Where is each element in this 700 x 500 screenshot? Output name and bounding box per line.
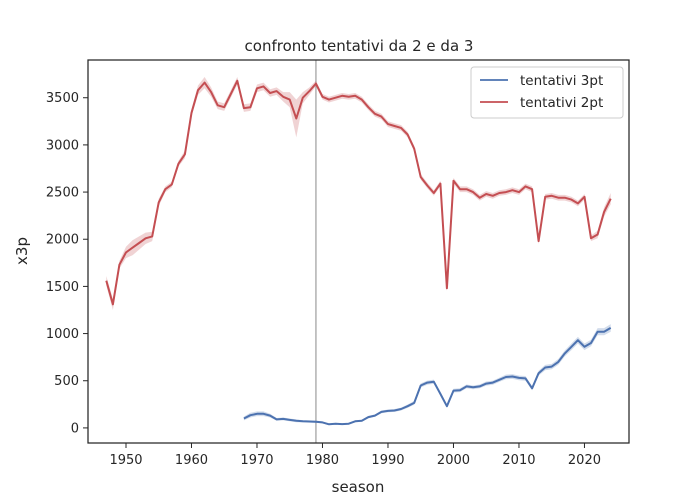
- y-tick-label: 1500: [46, 280, 79, 295]
- y-tick-label: 3000: [46, 138, 79, 153]
- x-axis-title: season: [332, 478, 385, 496]
- x-tick-label: 1950: [109, 453, 142, 468]
- confidence-band-tentativi-2pt: [106, 77, 611, 310]
- legend: tentativi 3pt tentativi 2pt: [470, 66, 624, 119]
- x-axis: 1950 1960 1970 1980 1990 2000 2010 2020: [109, 443, 601, 468]
- x-tick-label: 1980: [306, 453, 339, 468]
- legend-label-tentativi-3pt: tentativi 3pt: [520, 73, 603, 89]
- series-line-tentativi-3pt: [243, 327, 612, 426]
- x-tick-label: 1970: [240, 453, 273, 468]
- legend-box: [470, 66, 624, 119]
- axes-frame: [87, 59, 630, 444]
- y-axis-title: x3p: [13, 237, 31, 265]
- y-tick-label: 0: [71, 421, 79, 436]
- x-tick-label: 1990: [371, 453, 404, 468]
- legend-label-tentativi-2pt: tentativi 2pt: [520, 95, 603, 111]
- x-tick-label: 1960: [175, 453, 208, 468]
- y-tick-label: 3500: [46, 91, 79, 106]
- y-tick-label: 2500: [46, 186, 79, 201]
- y-tick-label: 500: [54, 374, 79, 389]
- chart-title: confronto tentativi da 2 e da 3: [245, 37, 474, 55]
- y-tick-label: 1000: [46, 327, 79, 342]
- y-tick-label: 2000: [46, 233, 79, 248]
- y-axis: 0 500 1000 1500 2000 2500 3000 3500: [46, 91, 88, 436]
- plot-area: [105, 60, 612, 443]
- x-tick-label: 2020: [568, 453, 601, 468]
- x-tick-label: 2010: [502, 453, 535, 468]
- x-tick-label: 2000: [437, 453, 470, 468]
- series-line-tentativi-2pt: [105, 79, 612, 306]
